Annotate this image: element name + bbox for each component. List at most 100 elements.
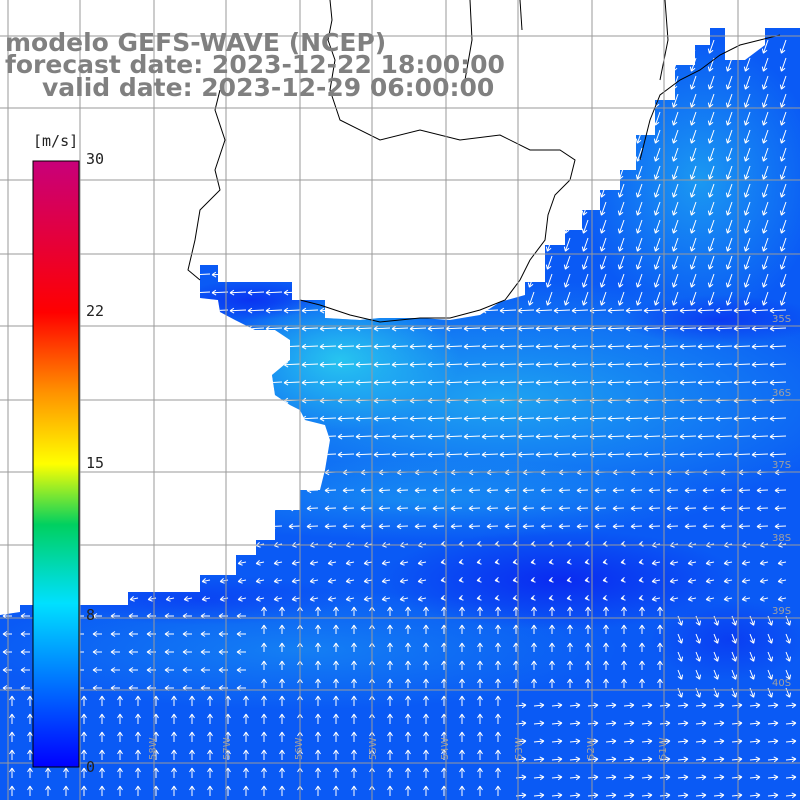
wind-arrow — [695, 792, 707, 799]
wind-arrow — [743, 219, 751, 234]
wind-arrow — [445, 325, 463, 332]
wind-arrow — [459, 678, 465, 688]
wind-arrow — [522, 523, 535, 530]
wind-arrow — [563, 183, 571, 198]
wind-arrow — [355, 307, 373, 314]
wind-arrow — [200, 649, 210, 655]
wind-arrow — [459, 624, 465, 634]
wind-arrow — [283, 451, 301, 458]
wind-arrow — [319, 199, 337, 206]
wind-arrow — [103, 217, 121, 224]
wind-arrow — [373, 343, 391, 350]
wind-arrow — [499, 433, 517, 440]
wind-arrow — [279, 749, 285, 760]
wind-arrow — [445, 343, 463, 350]
wind-arrow — [563, 75, 571, 90]
wind-arrow — [229, 325, 247, 332]
wind-arrow — [638, 594, 644, 601]
wind-arrow — [623, 792, 635, 799]
wind-arrow — [531, 624, 537, 634]
wind-arrow — [201, 595, 211, 602]
wind-arrow — [687, 559, 697, 566]
wind-arrow — [351, 749, 357, 760]
wind-arrow — [171, 785, 177, 796]
wind-arrow — [85, 109, 103, 116]
wind-arrow — [558, 523, 571, 530]
wind-arrow — [749, 669, 756, 680]
wind-arrow — [715, 379, 733, 386]
wind-arrow — [427, 451, 445, 458]
wind-arrow — [189, 767, 195, 778]
wind-arrow — [103, 271, 121, 278]
wind-arrow — [193, 109, 211, 116]
wind-arrow — [423, 642, 429, 652]
wind-arrow — [261, 695, 267, 706]
wind-arrow — [653, 147, 661, 162]
wind-arrow — [563, 93, 571, 108]
wind-arrow — [725, 57, 733, 72]
wind-arrow — [9, 785, 15, 796]
wind-arrow — [381, 595, 391, 602]
wind-arrow — [638, 576, 644, 583]
wind-arrow — [445, 451, 463, 458]
wind-arrow — [373, 289, 391, 296]
wind-arrow — [147, 559, 157, 566]
wind-arrow — [689, 201, 697, 216]
wind-arrow — [713, 774, 725, 781]
wind-arrow — [279, 713, 285, 724]
wind-arrow — [126, 505, 139, 512]
wind-arrow — [193, 217, 211, 224]
wind-arrow — [499, 181, 517, 188]
wind-arrow — [625, 307, 643, 314]
wind-arrow — [459, 606, 465, 616]
wind-arrow — [351, 695, 357, 706]
wind-arrow — [531, 642, 537, 652]
wind-arrow — [445, 307, 463, 314]
wind-arrow — [81, 695, 87, 706]
wind-arrow — [243, 767, 249, 778]
wind-arrow — [785, 720, 797, 727]
wind-arrow — [785, 669, 792, 680]
wind-arrow — [705, 595, 715, 602]
wind-arrow — [175, 181, 193, 188]
wind-arrow — [337, 109, 355, 116]
wind-arrow — [733, 451, 751, 458]
wind-arrow — [409, 145, 427, 152]
wind-arrow — [405, 713, 411, 724]
wind-arrow — [121, 109, 139, 116]
wind-arrow — [301, 379, 319, 386]
wind-arrow — [517, 325, 535, 332]
wind-arrow — [0, 217, 13, 224]
wind-arrow — [117, 713, 123, 724]
wind-arrow — [315, 642, 321, 652]
wind-arrow — [499, 325, 517, 332]
wind-arrow — [599, 255, 607, 270]
wind-arrow — [121, 181, 139, 188]
wind-arrow — [749, 738, 761, 745]
wind-arrow — [639, 660, 645, 670]
wind-arrow — [517, 415, 535, 422]
wind-arrow — [777, 577, 787, 584]
wind-arrow — [445, 37, 463, 44]
wind-arrow — [641, 720, 653, 727]
wind-arrow — [689, 183, 697, 198]
wind-arrow — [533, 702, 545, 709]
wind-arrow — [229, 397, 247, 404]
wind-arrow — [0, 163, 13, 170]
wind-arrow — [581, 255, 589, 270]
wind-arrow — [373, 415, 391, 422]
wind-arrow — [535, 307, 553, 314]
wind-arrow — [337, 253, 355, 260]
wind-arrow — [265, 433, 283, 440]
wind-arrow — [175, 343, 193, 350]
wind-arrow — [234, 487, 247, 494]
wind-arrow — [135, 731, 141, 742]
wind-arrow — [635, 237, 643, 252]
wind-arrow — [301, 145, 319, 152]
wind-arrow — [283, 127, 301, 134]
wind-arrow — [373, 145, 391, 152]
wind-arrow — [247, 415, 265, 422]
wind-arrow — [301, 271, 319, 278]
wind-arrow — [243, 713, 249, 724]
wind-arrow — [391, 253, 409, 260]
